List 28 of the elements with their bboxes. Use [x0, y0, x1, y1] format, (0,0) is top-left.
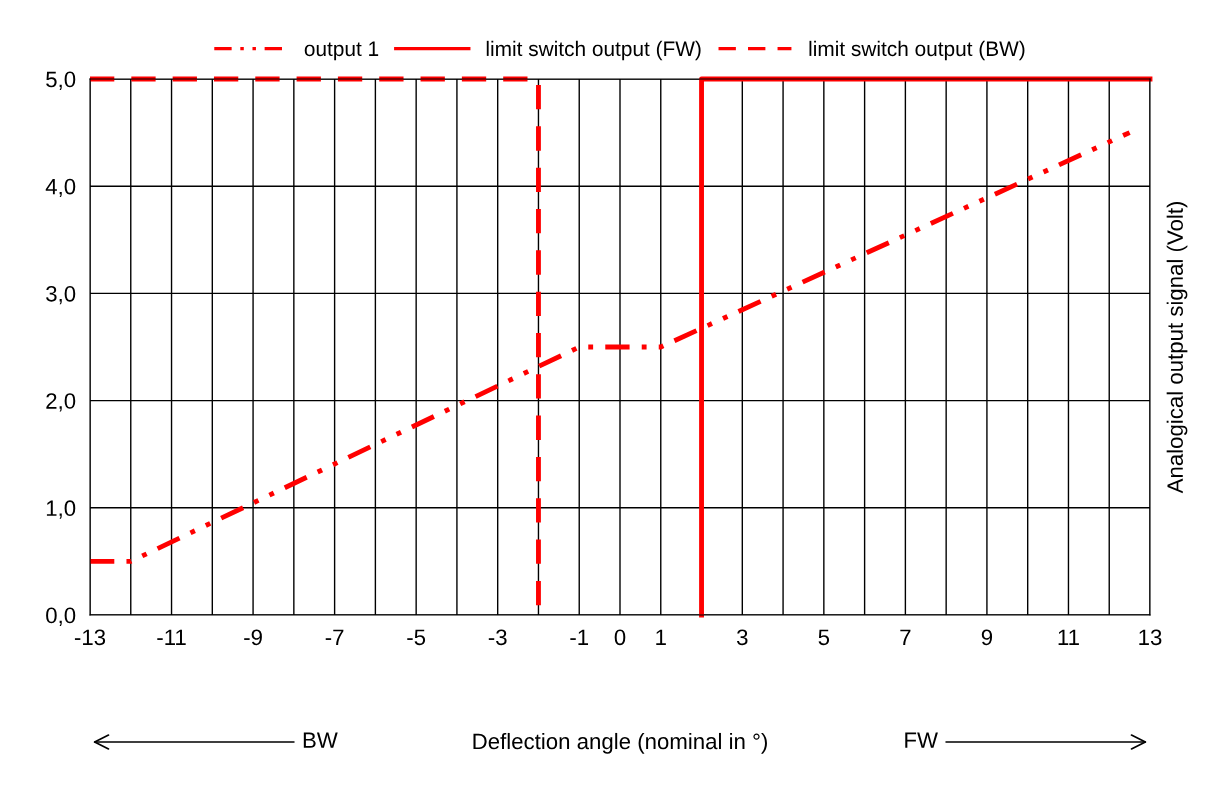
- x-tick-label: 7: [900, 629, 911, 645]
- y-tick-label: 4,0: [45, 178, 76, 198]
- x-tick-label: -1: [570, 629, 589, 645]
- y-tick-label: 1,0: [46, 500, 76, 519]
- y-tick-label: 0,0: [46, 607, 76, 626]
- y-tick-label: 2,0: [46, 393, 76, 412]
- x-tick-label: 3: [736, 629, 748, 646]
- x-tick-label: -7: [325, 629, 344, 645]
- x-tick-label: 0: [614, 629, 626, 646]
- legend-label: output 1: [304, 41, 379, 61]
- x-tick-label: 1: [656, 629, 666, 645]
- x-tick-label: 13: [1139, 629, 1162, 646]
- x-tick-label: -9: [244, 629, 262, 646]
- x-tick-label: 5: [818, 629, 830, 646]
- x-tick-label: -5: [407, 629, 426, 646]
- y-axis-title: Analogical output signal (Volt): [1166, 201, 1188, 494]
- text: FW: [905, 732, 938, 748]
- y-tick-label: 5,0: [46, 71, 76, 90]
- legend-label: limit switch output (BW): [809, 40, 1025, 61]
- text: BW: [303, 732, 338, 748]
- x-tick-label: -13: [74, 629, 106, 646]
- legend-label: limit switch output (FW): [486, 40, 701, 61]
- y-tick-label: 3,0: [46, 285, 76, 305]
- x-axis-title: Deflection angle (nominal in °): [473, 732, 767, 754]
- x-tick-label: -3: [488, 629, 507, 646]
- x-tick-label: -11: [157, 629, 186, 645]
- x-tick-label: 11: [1058, 629, 1079, 645]
- x-tick-label: 9: [981, 629, 993, 646]
